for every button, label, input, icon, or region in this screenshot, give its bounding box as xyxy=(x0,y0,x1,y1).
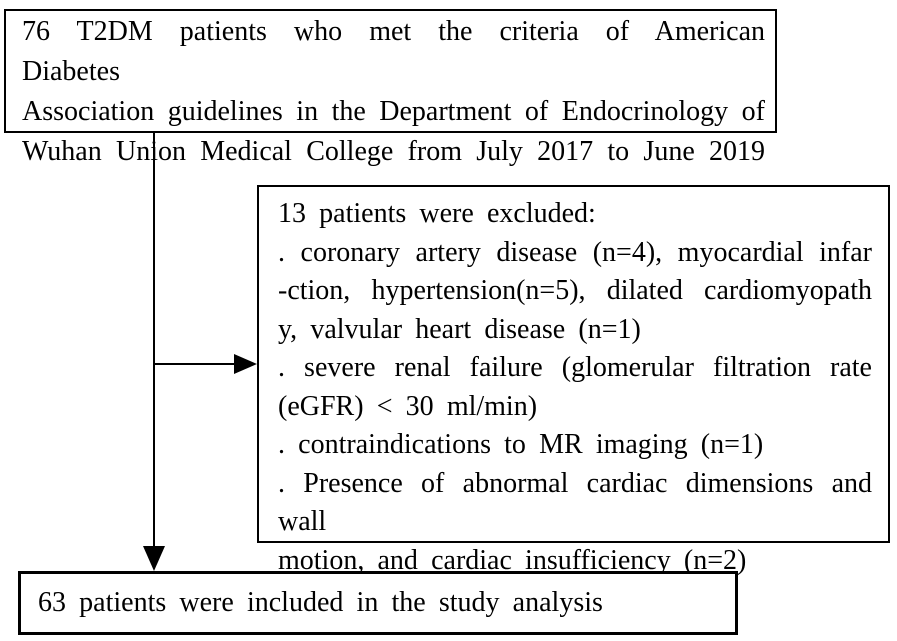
down-arrow-line xyxy=(153,133,155,548)
exclusion-line-2: . coronary artery disease (n=4), myocard… xyxy=(278,236,872,268)
included-text: 63 patients were included in the study a… xyxy=(38,587,603,618)
exclusion-line-9: motion, and cardiac insufficiency (n=2) xyxy=(278,544,747,576)
right-arrowhead-icon xyxy=(234,354,257,374)
included-box: 63 patients were included in the study a… xyxy=(18,571,738,635)
enrollment-text-line-2: Association guidelines in the Department… xyxy=(22,96,765,127)
enrollment-box: 76 T2DM patients who met the criteria of… xyxy=(4,9,777,167)
enrollment-text-line-3: Wuhan Union Medical College from July 20… xyxy=(22,136,765,167)
right-arrow-line xyxy=(154,363,235,365)
enrollment-text-line-1: 76 T2DM patients who met the criteria of… xyxy=(22,16,765,87)
exclusion-heading: 13 patients were excluded: xyxy=(278,198,596,229)
exclusion-box: 13 patients were excluded: . coronary ar… xyxy=(257,185,890,576)
exclusion-line-7: . contraindications to MR imaging (n=1) xyxy=(278,429,764,460)
exclusion-line-6: (eGFR) < 30 ml/min) xyxy=(278,390,538,422)
down-arrowhead-icon xyxy=(143,546,165,571)
exclusion-line-8: . Presence of abnormal cardiac dimension… xyxy=(278,467,872,538)
exclusion-line-5: . severe renal failure (glomerular filtr… xyxy=(278,352,872,383)
exclusion-line-4: y, valvular heart disease (n=1) xyxy=(278,313,641,345)
exclusion-line-3: -ction, hypertension(n=5), dilated cardi… xyxy=(278,275,872,306)
